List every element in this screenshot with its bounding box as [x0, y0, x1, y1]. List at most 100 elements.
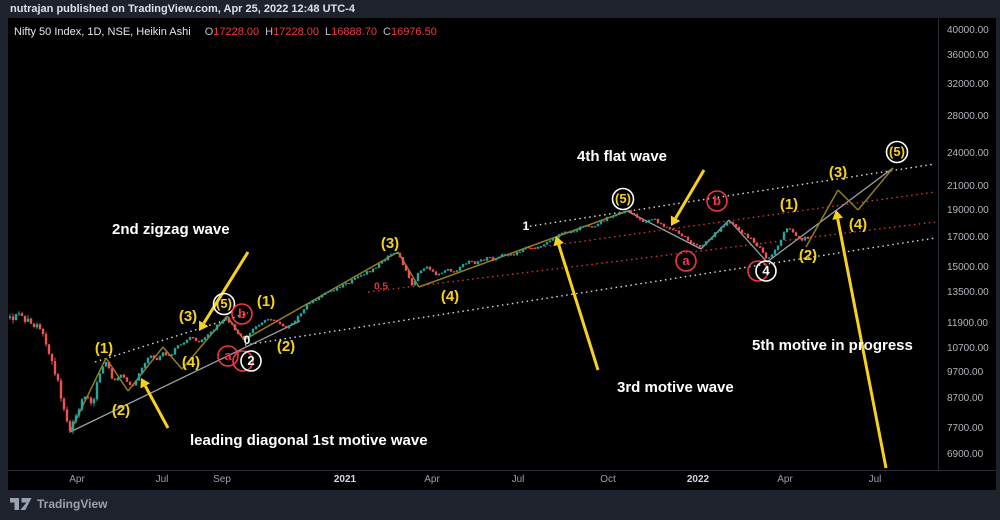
- annotation-text[interactable]: 3rd motive wave: [617, 379, 734, 396]
- annotation-text[interactable]: 4th flat wave: [577, 148, 667, 165]
- circled-wave-label[interactable]: 4: [747, 260, 777, 282]
- candle-body: [299, 313, 303, 317]
- candle-body: [641, 219, 645, 222]
- wave-label[interactable]: (2): [799, 247, 817, 264]
- price-tick: 36000.00: [947, 50, 989, 62]
- candle-body: [239, 333, 243, 336]
- wave-label[interactable]: (3): [179, 308, 197, 325]
- circled-wave-label[interactable]: (5): [212, 292, 236, 316]
- annotation-text[interactable]: 2nd zigzag wave: [112, 221, 230, 238]
- candle-body: [86, 396, 90, 398]
- wave-label[interactable]: (4): [441, 288, 459, 305]
- candle-body: [230, 322, 234, 325]
- annotation-text[interactable]: leading diagonal 1st motive wave: [190, 432, 428, 449]
- candle-body: [173, 348, 177, 355]
- wave-label[interactable]: (3): [381, 235, 399, 252]
- wave-label[interactable]: (1): [780, 196, 798, 213]
- circled-wave-label[interactable]: (5): [885, 140, 909, 164]
- annotation-arrow[interactable]: [832, 210, 888, 469]
- dotted-trendline[interactable]: [524, 163, 936, 228]
- candle-body: [65, 409, 69, 422]
- high-label: H: [265, 26, 274, 38]
- wave-label[interactable]: (2): [277, 338, 295, 355]
- candle-series[interactable]: [8, 209, 810, 435]
- circled-wave-label[interactable]: a: [675, 250, 697, 272]
- circled-wave-label[interactable]: b: [706, 190, 728, 212]
- price-axis[interactable]: 40000.00 36000.00 32000.00 28000.00 24000.00…: [938, 18, 997, 470]
- candle-body: [383, 260, 387, 262]
- candle-body: [329, 290, 333, 292]
- candle-body: [338, 287, 342, 289]
- candle-body: [179, 344, 183, 346]
- arrow-shaft: [202, 251, 250, 325]
- candle-body: [764, 252, 768, 259]
- wave-label[interactable]: (1): [95, 340, 113, 357]
- symbol-legend[interactable]: Nifty 50 Index, 1D, NSE, Heikin Ashi O172…: [14, 26, 437, 38]
- gray-trendline[interactable]: [69, 320, 301, 433]
- candle-body: [626, 210, 630, 212]
- symbol-title[interactable]: Nifty 50 Index, 1D, NSE, Heikin Ashi: [14, 26, 191, 38]
- candle-body: [197, 340, 201, 343]
- wave-trendline[interactable]: [837, 189, 859, 211]
- candle-body: [158, 356, 162, 361]
- circled-wave-label[interactable]: (5): [611, 187, 635, 211]
- candle-body: [317, 297, 321, 301]
- annotation-arrow[interactable]: [670, 169, 706, 226]
- annotation-arrow[interactable]: [199, 251, 250, 331]
- candle-body: [302, 309, 306, 314]
- chart-panel: (1) (2) (3) (4) (1) (2) (3) (4) (1) (2) (3) (4) (5) (…: [8, 18, 996, 490]
- price-tick: 8700.00: [947, 393, 984, 405]
- circled-wave-label[interactable]: b: [231, 303, 253, 325]
- candle-body: [773, 249, 777, 255]
- time-tick: Oct: [600, 474, 616, 485]
- wave-label[interactable]: (4): [182, 354, 200, 371]
- candle-body: [398, 253, 402, 258]
- candle-body: [305, 304, 309, 310]
- tradingview-logo[interactable]: TradingView: [10, 497, 107, 511]
- dotted-trendline[interactable]: [94, 312, 249, 363]
- candle-body: [503, 254, 507, 256]
- time-axis[interactable]: Apr Jul Sep 2021 Apr Jul Oct 2022 Apr Jul: [8, 470, 996, 491]
- candle-body: [440, 272, 444, 274]
- wave-trendline[interactable]: [127, 346, 164, 392]
- wave-label[interactable]: (2): [112, 402, 130, 419]
- arrow-head: [832, 210, 844, 220]
- candle-body: [419, 270, 423, 274]
- candle-body: [446, 268, 450, 271]
- candle-body: [701, 245, 705, 248]
- candle-body: [560, 232, 564, 235]
- chart-canvas[interactable]: (1) (2) (3) (4) (1) (2) (3) (4) (1) (2) (3) (4) (5) (…: [8, 18, 938, 470]
- circled-wave-label[interactable]: a: [217, 345, 239, 367]
- wave-label[interactable]: (4): [849, 216, 867, 233]
- label-ring: [611, 187, 635, 211]
- time-tick: Sep: [213, 474, 231, 485]
- candle-body: [242, 335, 246, 339]
- candle-body: [29, 318, 33, 324]
- gray-trendline[interactable]: [626, 210, 702, 250]
- wave-trendline[interactable]: [805, 189, 839, 248]
- candle-body: [452, 271, 456, 273]
- candle-body: [416, 273, 420, 281]
- candle-body: [677, 230, 681, 234]
- candle-body: [296, 316, 300, 322]
- wave-label[interactable]: (3): [829, 164, 847, 181]
- candle-body: [110, 368, 114, 379]
- circled-wave-label[interactable]: 2: [232, 350, 262, 372]
- annotation-arrow[interactable]: [553, 236, 600, 371]
- gray-trendline[interactable]: [766, 167, 894, 263]
- annotation-arrow[interactable]: [140, 378, 170, 429]
- annotation-text[interactable]: 5th motive in progress: [752, 337, 913, 354]
- wave-trendline[interactable]: [857, 167, 894, 211]
- candle-body: [449, 268, 453, 272]
- gray-trendline[interactable]: [728, 219, 768, 263]
- price-tick: 9700.00: [947, 367, 984, 379]
- time-tick: Apr: [777, 474, 793, 485]
- candle-body: [407, 270, 411, 279]
- candle-body: [167, 355, 171, 356]
- dotted-trendline[interactable]: [244, 237, 936, 346]
- label-ring-red: [232, 350, 254, 372]
- candle-body: [506, 254, 510, 256]
- wave-trendline[interactable]: [162, 346, 183, 370]
- wave-label[interactable]: (1): [257, 293, 275, 310]
- wave-trendline[interactable]: [181, 315, 228, 370]
